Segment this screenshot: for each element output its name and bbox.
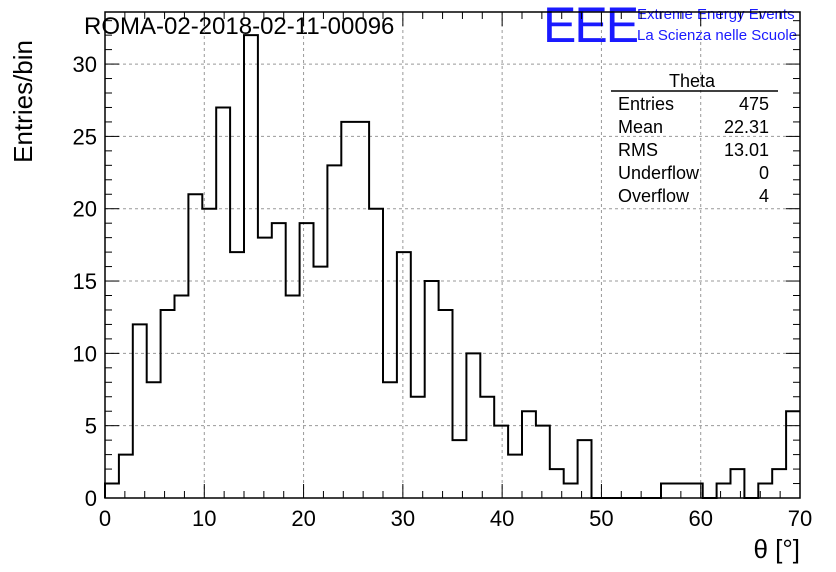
stats-overflow-label: Overflow: [618, 186, 690, 206]
y-tick-label: 10: [73, 341, 97, 366]
x-tick-label: 60: [688, 506, 712, 531]
y-tick-label: 0: [85, 486, 97, 511]
y-tick-label: 25: [73, 124, 97, 149]
y-tick-labels: 0 5 10 15 20 25 30: [73, 52, 97, 511]
y-axis-title: Entries/bin: [8, 40, 38, 163]
y-tick-label: 5: [85, 414, 97, 439]
stats-entries-label: Entries: [618, 94, 674, 114]
y-tick-label: 15: [73, 269, 97, 294]
logo-line-2: La Scienza nelle Scuole: [637, 27, 797, 44]
run-title: ROMA-02-2018-02-11-00096: [84, 13, 394, 40]
stats-box: Theta Entries 475 Mean 22.31 RMS 13.01 U…: [611, 71, 778, 206]
x-tick-label: 0: [99, 506, 111, 531]
histogram-line: [104, 34, 800, 499]
y-tick-label: 20: [73, 197, 97, 222]
x-tick-label: 30: [391, 506, 415, 531]
grid: [105, 12, 800, 498]
logo-line-1: Extreme Energy Events: [637, 6, 795, 23]
x-tick-label: 40: [490, 506, 514, 531]
x-tick-label: 50: [589, 506, 613, 531]
stats-overflow-value: 4: [759, 186, 769, 206]
x-tick-labels: 0 10 20 30 40 50 60 70: [99, 506, 812, 531]
stats-underflow-label: Underflow: [618, 163, 700, 183]
stats-mean-label: Mean: [618, 117, 663, 137]
eee-logo: EEE Extreme Energy Events La Scienza nel…: [543, 0, 797, 53]
stats-rms-label: RMS: [618, 140, 658, 160]
plot-frame: [104, 11, 801, 499]
x-tick-label: 20: [291, 506, 315, 531]
y-tick-label: 30: [73, 52, 97, 77]
stats-rms-value: 13.01: [724, 140, 769, 160]
stats-mean-value: 22.31: [724, 117, 769, 137]
stats-entries-value: 475: [739, 94, 769, 114]
stats-name: Theta: [669, 71, 716, 91]
x-tick-label: 10: [192, 506, 216, 531]
x-tick-label: 70: [788, 506, 812, 531]
stats-underflow-value: 0: [759, 163, 769, 183]
x-axis-title: θ [°]: [753, 534, 800, 564]
logo-mark: EEE: [543, 0, 638, 53]
